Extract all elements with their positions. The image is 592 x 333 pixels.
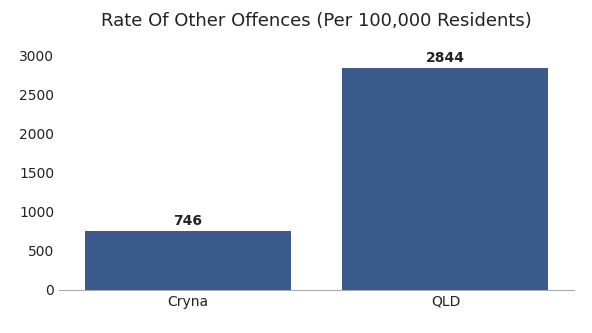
Text: 746: 746 bbox=[173, 214, 202, 228]
Title: Rate Of Other Offences (Per 100,000 Residents): Rate Of Other Offences (Per 100,000 Resi… bbox=[101, 12, 532, 30]
Bar bbox=[342, 68, 548, 290]
Bar bbox=[85, 231, 291, 290]
Text: 2844: 2844 bbox=[426, 51, 465, 65]
